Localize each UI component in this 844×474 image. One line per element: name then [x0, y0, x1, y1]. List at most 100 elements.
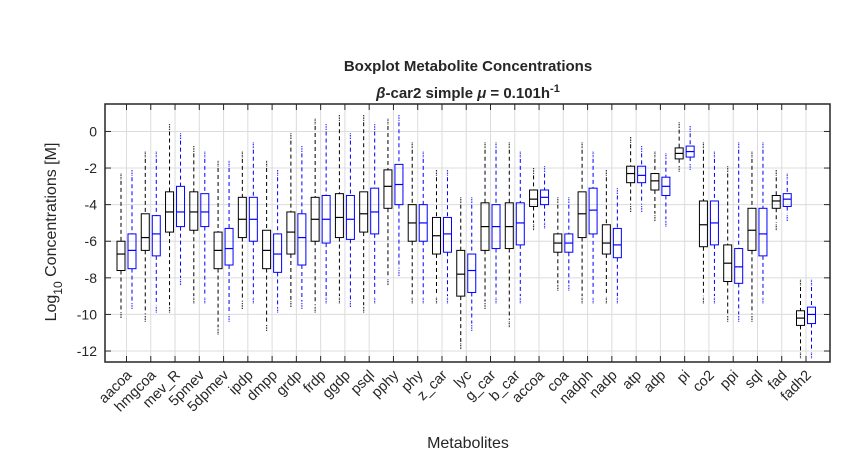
chart-subtitle: β-car2 simple μ = 0.101h-1 — [375, 83, 560, 102]
box-0-9 — [334, 115, 344, 304]
box-0-24 — [698, 142, 708, 304]
box-body — [334, 193, 344, 239]
box-body — [747, 207, 757, 251]
box-body — [189, 191, 199, 231]
box-0-18 — [553, 197, 563, 291]
box-body — [467, 253, 477, 293]
box-0-13 — [431, 169, 441, 304]
box-body — [297, 213, 307, 266]
box-body — [456, 249, 466, 297]
box-0-11 — [383, 118, 393, 286]
y-axis-label: Log10 Concentrations [M] — [43, 143, 65, 322]
y-axis-label-prefix: Log — [43, 295, 60, 322]
box-body — [176, 185, 186, 228]
box-0-23 — [674, 122, 684, 172]
box-layer — [116, 115, 816, 359]
box-1-4 — [224, 160, 234, 322]
box-1-28 — [807, 279, 816, 359]
plot-frame — [104, 103, 831, 363]
box-body — [224, 227, 234, 266]
box-body — [273, 233, 283, 273]
y-axis-label-suffix: Concentrations [M] — [43, 143, 60, 282]
y-tick-label: -4 — [85, 197, 98, 213]
subtitle-text-1: -car2 simple — [385, 85, 477, 102]
box-0-12 — [407, 142, 417, 304]
box-body — [601, 224, 611, 255]
box-0-17 — [529, 168, 539, 231]
box-body — [370, 187, 380, 235]
x-category-label: grdp — [273, 368, 305, 400]
box-0-7 — [286, 133, 296, 307]
x-category-label: nadp — [587, 368, 621, 402]
box-body — [200, 193, 210, 228]
y-tick-label: -12 — [77, 343, 97, 359]
box-1-7 — [297, 146, 307, 309]
box-body — [504, 202, 514, 250]
box-1-3 — [200, 151, 210, 304]
box-1-23 — [685, 126, 695, 170]
box-1-2 — [176, 133, 186, 286]
box-0-25 — [723, 166, 733, 322]
box-1-19 — [588, 151, 598, 304]
box-0-0 — [116, 173, 126, 318]
box-body — [782, 193, 792, 207]
box-body — [612, 227, 622, 259]
box-1-14 — [467, 197, 477, 331]
box-1-13 — [442, 169, 452, 304]
label-layer: Boxplot Metabolite Concentrations β-car2… — [43, 58, 592, 452]
box-body — [345, 194, 355, 240]
box-body — [262, 229, 272, 270]
box-body — [151, 215, 161, 257]
box-body — [588, 187, 598, 235]
box-body — [237, 196, 247, 239]
grid-layer — [105, 104, 830, 362]
box-body — [442, 216, 452, 253]
box-1-22 — [661, 153, 671, 227]
subtitle-text-2: = 0.101h — [486, 85, 550, 102]
box-body — [734, 248, 744, 284]
box-body — [626, 165, 636, 184]
box-body — [758, 207, 768, 257]
y-tick-label: -8 — [85, 270, 98, 286]
box-0-1 — [140, 151, 150, 322]
box-0-15 — [480, 142, 490, 309]
box-0-21 — [626, 137, 636, 212]
subtitle-mu: μ — [476, 85, 486, 102]
box-1-27 — [782, 173, 792, 221]
box-body — [116, 240, 126, 272]
box-1-9 — [345, 133, 355, 307]
box-1-11 — [394, 115, 404, 276]
box-1-1 — [151, 151, 161, 313]
box-1-26 — [758, 142, 768, 304]
box-1-15 — [491, 142, 501, 304]
box-0-28 — [796, 279, 805, 359]
box-0-3 — [189, 146, 199, 304]
box-body — [807, 306, 816, 325]
box-body — [529, 189, 539, 207]
box-body — [286, 211, 296, 255]
box-1-6 — [273, 169, 283, 313]
box-body — [359, 191, 369, 233]
box-1-20 — [612, 188, 622, 304]
box-1-12 — [418, 151, 428, 304]
box-1-25 — [734, 142, 744, 322]
box-body — [771, 194, 781, 209]
box-0-16 — [504, 142, 514, 328]
box-0-14 — [456, 197, 466, 350]
box-1-5 — [248, 142, 258, 304]
box-1-10 — [370, 124, 380, 304]
box-1-24 — [709, 151, 719, 304]
box-body — [577, 191, 587, 239]
box-1-0 — [127, 169, 137, 309]
x-category-label: sql — [742, 368, 766, 392]
box-1-8 — [321, 124, 331, 304]
box-0-5 — [237, 151, 247, 309]
box-1-16 — [515, 151, 525, 304]
x-axis-label: Metabolites — [427, 435, 509, 452]
x-category-label: atp — [619, 368, 645, 394]
y-axis-label-subscript: 10 — [51, 281, 65, 295]
box-body — [515, 202, 525, 246]
box-body — [383, 169, 393, 209]
box-1-18 — [564, 197, 574, 291]
